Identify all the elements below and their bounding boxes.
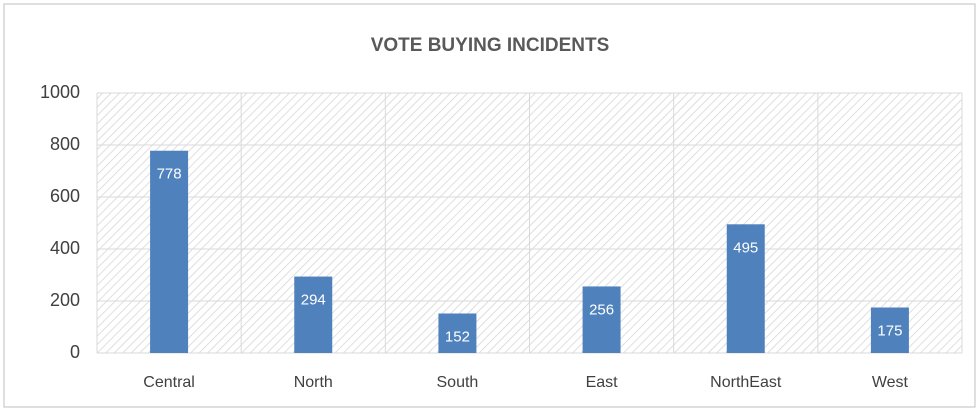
x-tick-label: East bbox=[586, 374, 619, 391]
y-tick-label: 800 bbox=[50, 134, 80, 154]
y-tick-label: 400 bbox=[50, 238, 80, 258]
data-label: 256 bbox=[589, 301, 614, 318]
data-label: 495 bbox=[733, 239, 758, 256]
data-label: 294 bbox=[301, 292, 326, 309]
x-tick-label: North bbox=[294, 374, 333, 391]
data-label: 778 bbox=[157, 166, 182, 183]
chart-title: VOTE BUYING INCIDENTS bbox=[371, 35, 610, 56]
y-tick-label: 200 bbox=[50, 290, 80, 310]
bar bbox=[726, 224, 765, 353]
y-tick-label: 600 bbox=[50, 186, 80, 206]
x-tick-label: Central bbox=[143, 374, 195, 391]
data-label: 175 bbox=[877, 322, 902, 339]
y-tick-label: 1000 bbox=[40, 82, 80, 102]
y-tick-label: 0 bbox=[70, 342, 80, 362]
x-tick-label: NorthEast bbox=[710, 374, 782, 391]
bar bbox=[582, 286, 621, 353]
data-label: 152 bbox=[445, 328, 470, 345]
x-tick-label: South bbox=[437, 374, 479, 391]
x-tick-label: West bbox=[872, 374, 909, 391]
bar bbox=[150, 150, 189, 353]
bar bbox=[294, 276, 333, 353]
bar bbox=[438, 313, 477, 353]
bar bbox=[870, 307, 909, 353]
